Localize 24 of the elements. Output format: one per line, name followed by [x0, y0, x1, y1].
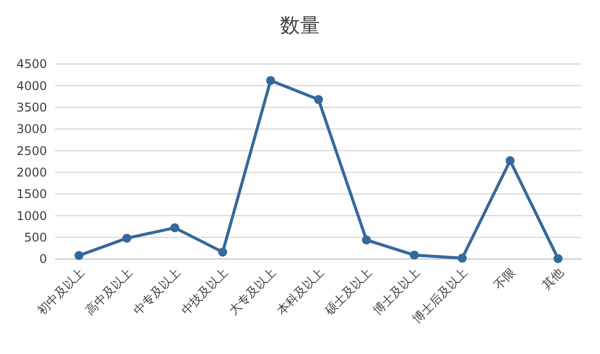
point: [74, 251, 84, 260]
point: [314, 95, 323, 104]
x-tick-label: 其他: [539, 265, 566, 292]
y-tick-label: 3000: [16, 122, 47, 136]
y-tick-label: 3500: [16, 100, 47, 115]
y-tick-label: 500: [24, 230, 47, 245]
y-tick-label: 0: [39, 252, 47, 266]
x-tick-label: 不限: [491, 265, 518, 292]
y-tick-label: 1500: [16, 187, 47, 202]
point: [122, 234, 132, 243]
point: [266, 76, 276, 85]
y-tick-label: 4500: [16, 57, 47, 72]
y-tick-label: 1000: [16, 208, 47, 223]
y-tick-label: 2500: [16, 144, 47, 158]
y-tick-label: 2000: [16, 166, 47, 180]
point: [554, 254, 563, 264]
point: [170, 223, 180, 232]
point: [362, 235, 371, 244]
point: [458, 254, 467, 263]
y-tick-label: 4000: [16, 78, 47, 93]
point: [218, 248, 228, 257]
point: [506, 156, 515, 166]
chart-title: 数量: [280, 13, 320, 37]
point: [410, 250, 419, 260]
